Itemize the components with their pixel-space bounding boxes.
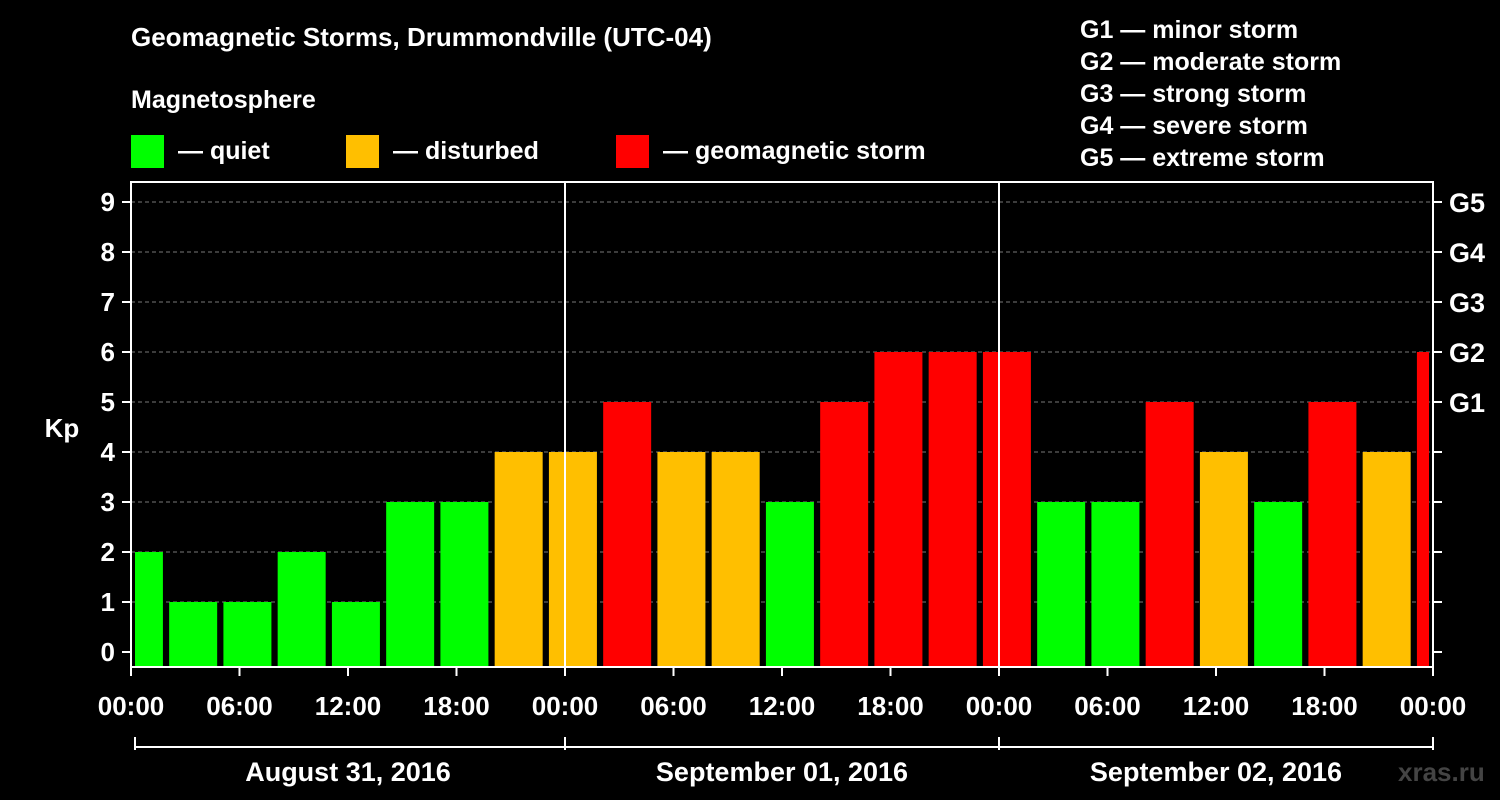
y-tick-label: 9 xyxy=(101,187,115,217)
x-tick-label: 00:00 xyxy=(98,691,165,721)
kp-bar xyxy=(1308,402,1357,667)
g-scale-label: G5 xyxy=(1449,188,1485,218)
chart-title: Geomagnetic Storms, Drummondville (UTC-0… xyxy=(131,22,712,52)
x-tick-label: 18:00 xyxy=(1291,691,1358,721)
day-label: September 01, 2016 xyxy=(656,757,908,787)
kp-bar xyxy=(657,452,706,667)
kp-bar xyxy=(494,452,543,667)
watermark: xras.ru xyxy=(1398,757,1485,787)
kp-bar xyxy=(135,552,163,667)
kp-bar xyxy=(331,602,380,667)
storm-scale-g1: G1 — minor storm xyxy=(1080,16,1299,44)
y-tick-label: 5 xyxy=(101,387,115,417)
day-label: August 31, 2016 xyxy=(245,757,451,787)
kp-bar xyxy=(1199,452,1248,667)
y-tick-label: 2 xyxy=(101,537,115,567)
legend-swatch-storm xyxy=(616,134,649,168)
x-tick-label: 18:00 xyxy=(423,691,490,721)
g-scale-label: G3 xyxy=(1449,288,1485,318)
legend-item-storm: — geomagnetic storm xyxy=(616,134,926,168)
y-tick-label: 6 xyxy=(101,337,115,367)
g-scale-label: G2 xyxy=(1449,338,1485,368)
storm-scale-g4: G4 — severe storm xyxy=(1080,112,1308,140)
kp-bar xyxy=(1091,502,1140,667)
kp-bar xyxy=(1145,402,1194,667)
kp-bar xyxy=(820,402,869,667)
storm-scale-g5: G5 — extreme storm xyxy=(1080,144,1325,172)
y-tick-label: 3 xyxy=(101,487,115,517)
x-tick-label: 00:00 xyxy=(1400,691,1467,721)
kp-bar xyxy=(386,502,435,667)
x-tick-label: 12:00 xyxy=(1183,691,1250,721)
legend-label-disturbed: — disturbed xyxy=(393,136,539,165)
x-tick-label: 18:00 xyxy=(857,691,924,721)
storm-scale-g3: G3 — strong storm xyxy=(1080,80,1307,108)
y-tick-label: 4 xyxy=(101,437,116,467)
legend-item-disturbed: — disturbed xyxy=(346,134,539,168)
x-tick-label: 06:00 xyxy=(206,691,273,721)
x-tick-label: 12:00 xyxy=(749,691,816,721)
y-tick-label: 7 xyxy=(101,287,115,317)
kp-bar xyxy=(548,452,597,667)
y-tick-label: 8 xyxy=(101,237,115,267)
day-label: September 02, 2016 xyxy=(1090,757,1342,787)
kp-bar xyxy=(1416,352,1429,667)
x-tick-label: 00:00 xyxy=(966,691,1033,721)
x-tick-label: 06:00 xyxy=(1074,691,1141,721)
legend-label-quiet: — quiet xyxy=(178,136,270,165)
x-tick-label: 00:00 xyxy=(532,691,599,721)
kp-bar xyxy=(223,602,272,667)
kp-bar xyxy=(765,502,814,667)
kp-bar xyxy=(874,352,923,667)
kp-bar xyxy=(982,352,1031,667)
g-scale-label: G4 xyxy=(1449,238,1485,268)
chart-subtitle: Magnetosphere xyxy=(131,86,316,114)
legend-label-storm: — geomagnetic storm xyxy=(663,136,926,165)
kp-bar xyxy=(711,452,760,667)
legend-swatch-quiet xyxy=(131,134,164,168)
y-axis-label: Kp xyxy=(45,413,80,443)
storm-scale-g2: G2 — moderate storm xyxy=(1080,48,1342,76)
g-scale-label: G1 xyxy=(1449,388,1485,418)
y-tick-label: 1 xyxy=(101,587,115,617)
kp-bar xyxy=(440,502,489,667)
y-tick-label: 0 xyxy=(101,637,115,667)
x-tick-label: 12:00 xyxy=(315,691,382,721)
kp-bar xyxy=(277,552,326,667)
legend-item-quiet: — quiet xyxy=(131,134,270,168)
kp-bar xyxy=(1254,502,1303,667)
kp-bar xyxy=(1362,452,1411,667)
kp-bar xyxy=(928,352,977,667)
kp-bar xyxy=(603,402,652,667)
kp-bar xyxy=(169,602,218,667)
legend-swatch-disturbed xyxy=(346,134,379,168)
storm-scale-list: G1 — minor storm G2 — moderate storm G3 … xyxy=(1080,14,1341,174)
x-tick-label: 06:00 xyxy=(640,691,707,721)
kp-bar xyxy=(1037,502,1086,667)
